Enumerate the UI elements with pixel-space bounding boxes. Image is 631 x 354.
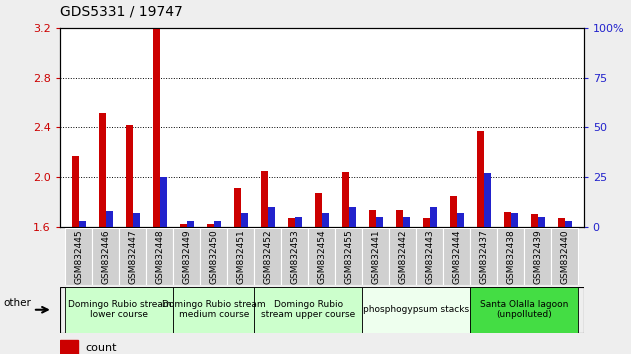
Bar [416,228,444,285]
Text: GSM832443: GSM832443 [425,229,434,284]
Bar [153,27,160,227]
Text: GSM832454: GSM832454 [317,229,326,284]
Bar [389,228,416,285]
Bar [92,228,119,285]
Text: GSM832445: GSM832445 [74,229,83,284]
Bar [207,224,214,227]
Bar [538,217,545,227]
Bar [254,228,281,285]
Bar [174,228,200,285]
Bar [146,228,174,285]
Bar [254,287,362,333]
Text: GSM832439: GSM832439 [533,229,542,284]
Bar [430,207,437,227]
Bar [200,228,227,285]
Bar [335,228,362,285]
Bar [342,172,349,227]
Bar [268,207,274,227]
Bar [214,221,221,227]
Bar [72,156,79,227]
Bar [403,217,410,227]
Bar [261,171,268,227]
Text: GSM832438: GSM832438 [506,229,516,284]
Text: Domingo Rubio stream
lower course: Domingo Rubio stream lower course [68,300,171,319]
Bar [524,228,551,285]
Text: GSM832455: GSM832455 [345,229,353,284]
Bar [66,228,92,285]
Text: GSM832442: GSM832442 [398,229,407,284]
Bar [133,213,139,227]
Bar [457,213,464,227]
Bar [504,212,510,227]
Text: GSM832446: GSM832446 [102,229,110,284]
Text: other: other [3,298,31,308]
Bar [288,218,295,227]
Bar [477,131,484,227]
Text: Domingo Rubio
stream upper course: Domingo Rubio stream upper course [261,300,355,319]
Bar [106,211,112,227]
Bar [510,213,517,227]
Text: GSM832447: GSM832447 [128,229,138,284]
Bar [470,287,578,333]
Bar [322,213,329,227]
Bar [119,228,146,285]
Text: GSM832453: GSM832453 [290,229,299,284]
Text: GDS5331 / 19747: GDS5331 / 19747 [60,4,183,18]
Text: GSM832450: GSM832450 [209,229,218,284]
Bar [565,221,572,227]
Bar [470,228,497,285]
Bar [497,228,524,285]
Bar [315,193,322,227]
Text: GSM832440: GSM832440 [560,229,569,284]
Bar [484,173,490,227]
Bar [60,339,78,354]
Bar [369,210,376,227]
Text: Santa Olalla lagoon
(unpolluted): Santa Olalla lagoon (unpolluted) [480,300,569,319]
Bar [160,177,167,227]
Bar [450,195,457,227]
Text: GSM832449: GSM832449 [182,229,191,284]
Text: phosphogypsum stacks: phosphogypsum stacks [363,305,469,314]
Bar [349,207,355,227]
Bar [66,287,174,333]
Bar [180,224,187,227]
Bar [126,125,133,227]
Bar [79,221,86,227]
Bar [362,287,470,333]
Bar [376,217,382,227]
Bar [444,228,470,285]
Bar [281,228,309,285]
Bar [187,221,194,227]
Bar [558,218,565,227]
Bar [99,113,106,227]
Bar [295,217,302,227]
Bar [241,213,247,227]
Bar [396,210,403,227]
Bar [234,188,241,227]
Text: GSM832452: GSM832452 [263,229,273,284]
Text: Domingo Rubio stream
medium course: Domingo Rubio stream medium course [162,300,266,319]
Bar [174,287,254,333]
Bar [362,228,389,285]
Bar [227,228,254,285]
Text: GSM832437: GSM832437 [480,229,488,284]
Text: GSM832441: GSM832441 [371,229,380,284]
Bar [423,218,430,227]
Bar [551,228,578,285]
Bar [531,214,538,227]
Text: GSM832444: GSM832444 [452,229,461,284]
Text: GSM832451: GSM832451 [237,229,245,284]
Text: count: count [86,343,117,353]
Text: GSM832448: GSM832448 [155,229,164,284]
Bar [309,228,335,285]
